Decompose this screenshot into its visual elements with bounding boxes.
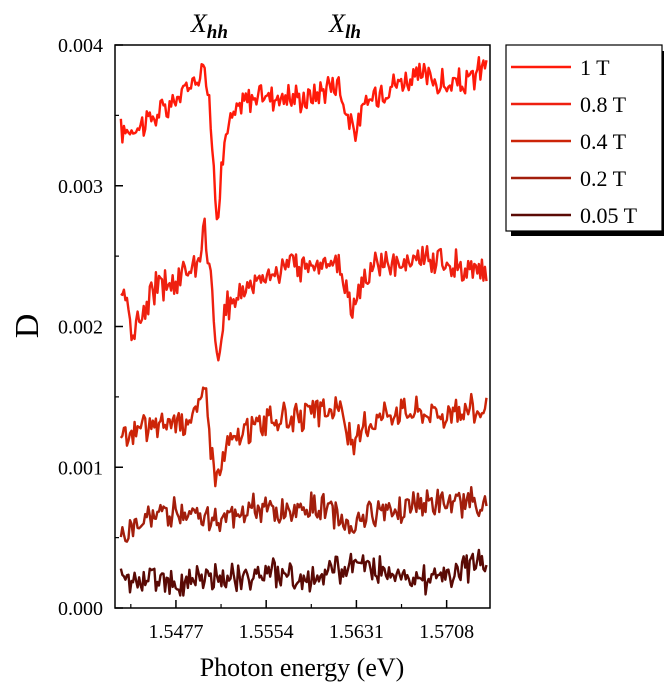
y-axis: 0.000 0.001 0.002 0.003 0.004 [58, 35, 123, 620]
y-axis-title: D [9, 314, 46, 339]
transition-label: Xlh [328, 9, 361, 43]
legend-items: 1 T 0.8 T 0.4 T 0.2 T 0.05 T [511, 55, 638, 228]
series-line [119, 548, 488, 597]
x-tick-label: 1.5631 [329, 621, 384, 643]
y-tick-label: 0.004 [58, 35, 103, 57]
transition-label: Xhh [190, 9, 228, 43]
annotations: Xhh Xlh [190, 9, 361, 43]
x-axis-title: Photon energy (eV) [200, 653, 405, 682]
legend: 1 T 0.8 T 0.4 T 0.2 T 0.05 T [505, 44, 664, 236]
legend-label: 0.4 T [580, 129, 627, 154]
x-axis: 1.5477 1.5554 1.5631 1.5708 [130, 600, 474, 643]
x-tick-label: 1.5477 [148, 621, 203, 643]
series-line [120, 217, 488, 362]
legend-box [505, 44, 663, 232]
y-tick-label: 0.002 [58, 317, 103, 339]
series-line [119, 486, 488, 543]
x-tick-label: 1.5708 [419, 621, 474, 643]
legend-label: 0.05 T [580, 203, 638, 228]
y-tick-label: 0.003 [58, 176, 103, 198]
legend-label: 0.8 T [580, 92, 627, 117]
series-line [119, 386, 488, 488]
y-tick-label: 0.000 [58, 598, 103, 620]
y-tick-label: 0.001 [58, 457, 103, 479]
legend-label: 0.2 T [580, 166, 627, 191]
plot-lines [119, 56, 488, 597]
legend-label: 1 T [580, 55, 610, 80]
x-tick-label: 1.5554 [239, 621, 294, 643]
series-line [119, 56, 488, 221]
